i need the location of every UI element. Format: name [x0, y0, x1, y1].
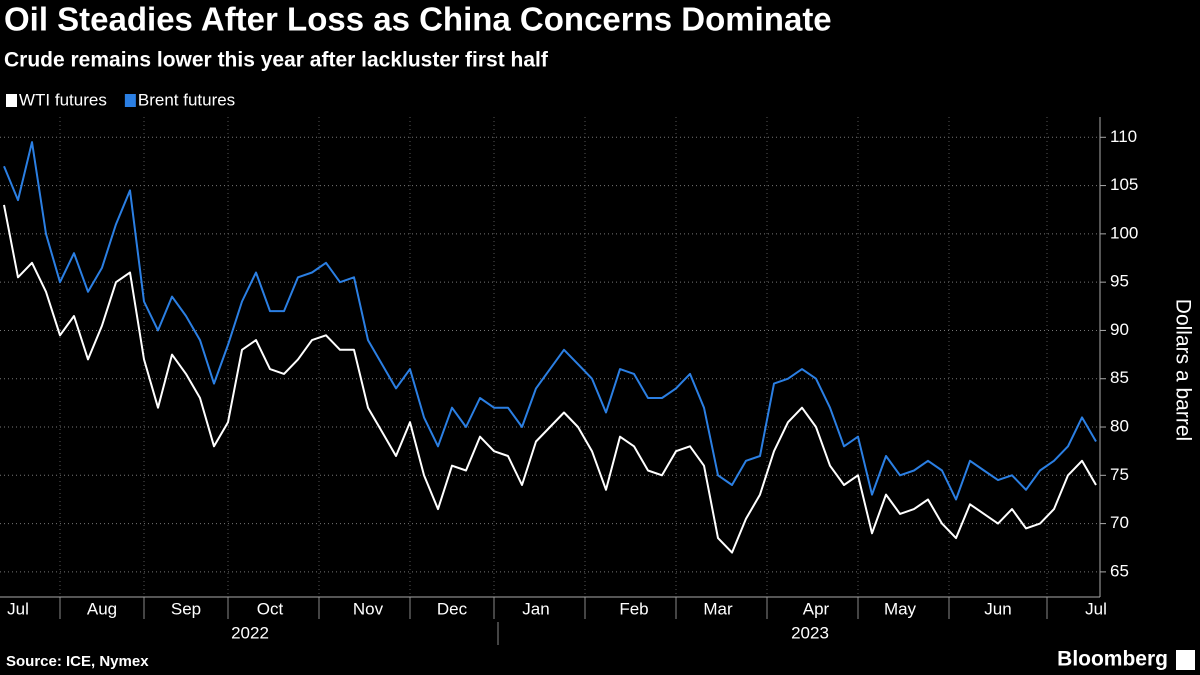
y-tick-label: 90: [1110, 320, 1129, 339]
brand: Bloomberg: [1057, 648, 1168, 671]
y-tick-label: 105: [1110, 175, 1138, 194]
year-label: 2022: [231, 623, 269, 642]
x-tick-label: Nov: [353, 599, 384, 618]
y-tick-label: 70: [1110, 513, 1129, 532]
x-tick-label: Jul: [7, 599, 29, 618]
y-tick-label: 100: [1110, 223, 1138, 242]
y-tick-label: 110: [1110, 127, 1137, 146]
x-tick-label: Jul: [1085, 599, 1107, 618]
y-tick-label: 65: [1110, 561, 1129, 580]
series-line: [3, 204, 1097, 554]
source: Source: ICE, Nymex: [6, 653, 149, 670]
x-tick-label: Oct: [257, 599, 284, 618]
series-line: [3, 141, 1097, 501]
x-tick-label: Dec: [437, 599, 468, 618]
x-tick-label: Aug: [87, 599, 117, 618]
y-tick-label: 85: [1110, 368, 1129, 387]
x-tick-label: Sep: [171, 599, 201, 618]
legend-swatch: [6, 94, 17, 107]
legend-label: WTI futures: [19, 90, 107, 109]
y-tick-label: 75: [1110, 465, 1129, 484]
legend-label: Brent futures: [138, 90, 235, 109]
y-tick-label: 80: [1110, 417, 1129, 436]
year-label: 2023: [791, 623, 829, 642]
x-tick-label: Jun: [984, 599, 1011, 618]
chart-subtitle: Crude remains lower this year after lack…: [4, 49, 549, 72]
chart-title: Oil Steadies After Loss as China Concern…: [4, 1, 832, 38]
x-tick-label: Feb: [619, 599, 648, 618]
x-tick-label: Jan: [522, 599, 549, 618]
legend-swatch: [124, 94, 136, 107]
x-tick-label: Apr: [803, 599, 830, 618]
x-tick-label: Mar: [703, 599, 733, 618]
y-tick-label: 95: [1110, 272, 1129, 291]
y-axis-label: Dollars a barrel: [1171, 299, 1194, 441]
brand-icon: [1176, 650, 1195, 670]
x-tick-label: May: [884, 599, 917, 618]
